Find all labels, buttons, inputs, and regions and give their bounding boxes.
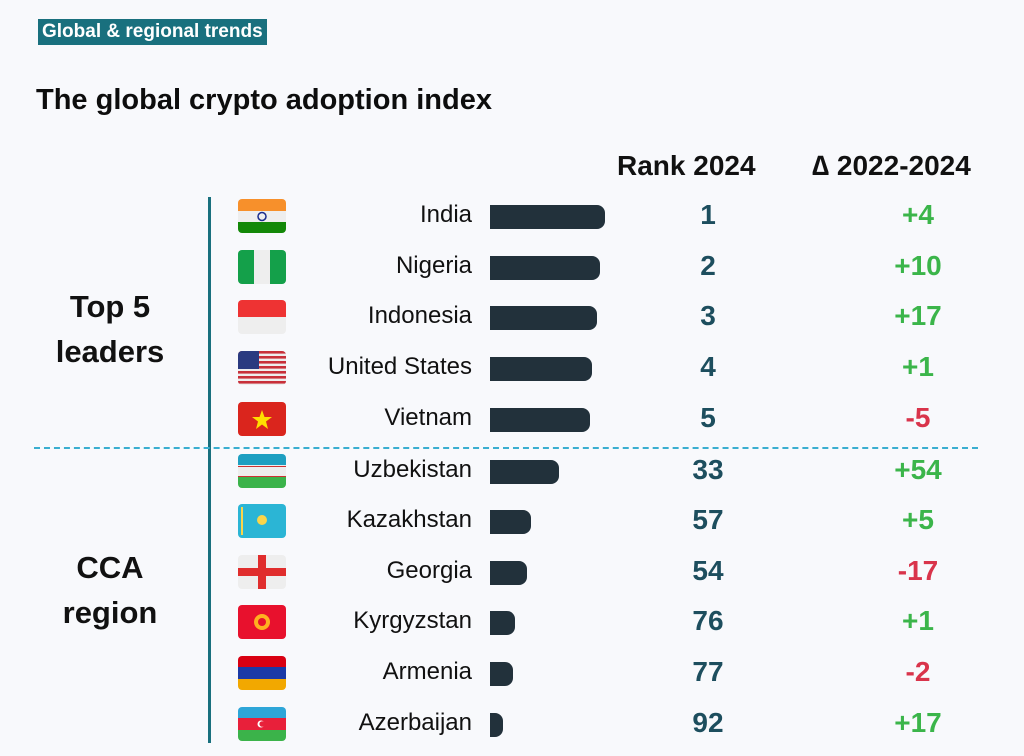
rank-2024: 76 bbox=[692, 605, 724, 636]
table-row: United States 4 +1 bbox=[0, 349, 1024, 389]
country-name: United States bbox=[327, 353, 472, 380]
kyrgyzstan-flag-icon bbox=[238, 605, 286, 639]
table-row: Nigeria 2 +10 bbox=[0, 248, 1024, 288]
rank-change: +1 bbox=[902, 605, 934, 636]
rank-2024: 77 bbox=[692, 656, 724, 687]
table-row: Azerbaijan 92 +17 bbox=[0, 705, 1024, 745]
country-name: Vietnam bbox=[384, 404, 472, 431]
table-row: India 1 +4 bbox=[0, 197, 1024, 237]
table-row: Vietnam 5 -5 bbox=[0, 400, 1024, 440]
column-header-change: ∆ 2022-2024 bbox=[812, 150, 971, 181]
rank-2024: 33 bbox=[692, 454, 724, 485]
rank-change: -5 bbox=[905, 402, 931, 433]
country-name: Indonesia bbox=[367, 302, 472, 329]
country-name: Azerbaijan bbox=[358, 709, 472, 736]
country-name: Georgia bbox=[386, 557, 472, 584]
chart-title: The global crypto adoption index bbox=[36, 84, 492, 116]
armenia-flag-icon bbox=[238, 656, 286, 690]
india-flag-icon bbox=[238, 199, 286, 233]
rank-change: -2 bbox=[905, 656, 931, 687]
country-name: India bbox=[419, 201, 472, 228]
index-bar bbox=[490, 713, 503, 737]
group-divider-vertical bbox=[208, 197, 211, 743]
group-divider-dashed bbox=[34, 447, 978, 449]
index-bar bbox=[490, 357, 593, 381]
table-row: Georgia 54 -17 bbox=[0, 553, 1024, 593]
index-bar bbox=[490, 408, 591, 432]
rank-change: +5 bbox=[902, 504, 934, 535]
index-bar bbox=[490, 205, 605, 229]
index-bar bbox=[490, 561, 527, 585]
uzbekistan-flag-icon bbox=[238, 454, 286, 488]
usa-flag-icon bbox=[238, 351, 286, 385]
rank-change: +10 bbox=[894, 250, 942, 281]
rank-change: -17 bbox=[897, 555, 939, 586]
nigeria-flag-icon bbox=[238, 250, 286, 284]
country-name: Uzbekistan bbox=[353, 456, 472, 483]
rank-2024: 57 bbox=[692, 504, 724, 535]
section-tag: Global & regional trends bbox=[38, 19, 267, 45]
country-name: Kyrgyzstan bbox=[353, 607, 472, 634]
rank-2024: 4 bbox=[700, 351, 716, 382]
table-row: Kyrgyzstan 76 +1 bbox=[0, 603, 1024, 643]
table-row: Armenia 77 -2 bbox=[0, 654, 1024, 694]
vietnam-flag-icon bbox=[238, 402, 286, 436]
index-bar bbox=[490, 510, 532, 534]
table-row: Indonesia 3 +17 bbox=[0, 298, 1024, 338]
country-name: Kazakhstan bbox=[346, 506, 472, 533]
indonesia-flag-icon bbox=[238, 300, 286, 334]
rank-change: +1 bbox=[902, 351, 934, 382]
rank-2024: 1 bbox=[700, 199, 716, 230]
rank-2024: 5 bbox=[700, 402, 716, 433]
index-bar bbox=[490, 460, 559, 484]
rank-change: +17 bbox=[894, 707, 942, 738]
index-bar bbox=[490, 662, 513, 686]
georgia-flag-icon bbox=[238, 555, 286, 589]
index-bar bbox=[490, 611, 516, 635]
rank-2024: 92 bbox=[692, 707, 724, 738]
country-name: Armenia bbox=[382, 658, 472, 685]
rank-2024: 2 bbox=[700, 250, 716, 281]
group-label-top5: Top 5 leaders bbox=[55, 289, 165, 369]
rank-change: +4 bbox=[902, 199, 934, 230]
table-row: Kazakhstan 57 +5 bbox=[0, 502, 1024, 542]
table-row: Uzbekistan 33 +54 bbox=[0, 452, 1024, 492]
azerbaijan-flag-icon bbox=[238, 707, 286, 741]
rank-change: +17 bbox=[894, 300, 942, 331]
group-label-cca: CCA region bbox=[62, 550, 158, 630]
column-header-rank: Rank 2024 bbox=[617, 150, 756, 181]
rank-2024: 3 bbox=[700, 300, 716, 331]
index-bar bbox=[490, 256, 601, 280]
country-name: Nigeria bbox=[395, 252, 472, 279]
rank-change: +54 bbox=[894, 454, 942, 485]
rank-2024: 54 bbox=[692, 555, 724, 586]
kazakhstan-flag-icon bbox=[238, 504, 286, 538]
index-bar bbox=[490, 306, 597, 330]
